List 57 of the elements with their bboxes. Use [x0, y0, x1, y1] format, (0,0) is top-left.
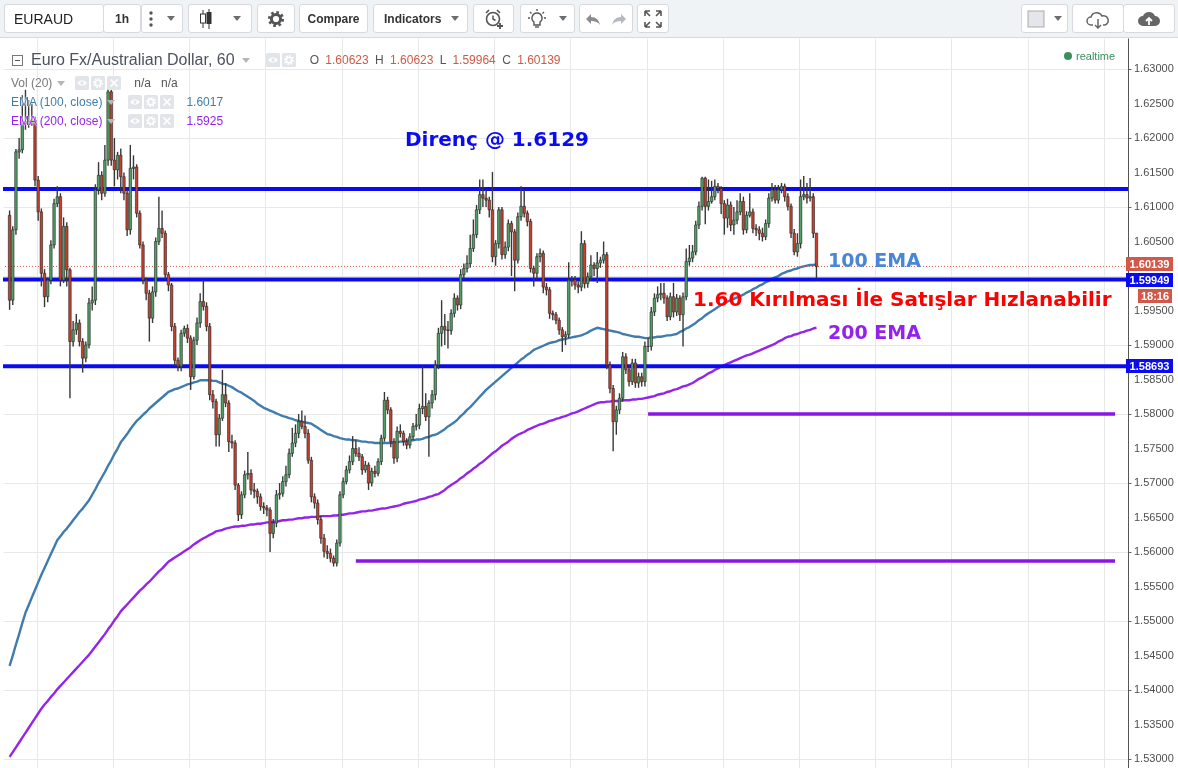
text: Compare	[299, 4, 368, 33]
candlestick	[776, 184, 780, 205]
y-tick-label: 1.57500	[1134, 441, 1174, 454]
annotation: 1.6017	[186, 95, 224, 109]
line-series	[8, 326, 818, 759]
text: Euro Fx/Australian Dollar, 60	[31, 51, 235, 69]
candlestick	[354, 439, 358, 458]
annotation: n/a	[134, 76, 152, 90]
ref-line-label: 1.60139	[1126, 256, 1173, 271]
candlestick	[595, 251, 599, 284]
y-tick-label: 1.59500	[1134, 303, 1174, 316]
ref-line-label: 1.59949	[1126, 272, 1173, 287]
y-tick-label: 1.53000	[1134, 752, 1174, 765]
candlestick	[481, 178, 485, 208]
text: 18:16	[1138, 288, 1172, 303]
candlestick	[713, 178, 717, 201]
candlestick	[671, 282, 676, 319]
candlestick	[370, 467, 374, 488]
y-tick-label: 1.60500	[1134, 234, 1174, 247]
y-tick-label: 1.58000	[1134, 407, 1174, 420]
y-tick-label: 1.57000	[1134, 476, 1174, 489]
annotation: Vol (20)	[11, 76, 53, 90]
y-tick-label: 1.53500	[1134, 717, 1174, 730]
text: EURAUD	[4, 4, 104, 33]
y-tick-label: 1.55000	[1134, 614, 1174, 627]
annotation: O 1.60623 H 1.60623 L 1.59964 C 1.60139	[309, 53, 561, 67]
text: Indicators	[373, 4, 468, 33]
y-tick-label: 1.63000	[1134, 62, 1174, 75]
y-tick-label: 1.62000	[1134, 131, 1174, 144]
annotation: n/a	[161, 76, 178, 90]
text: 1h	[103, 4, 141, 33]
candlestick	[630, 358, 634, 386]
annotation: realtime	[1076, 50, 1116, 62]
candlestick	[633, 358, 637, 389]
y-tick-label: 1.61500	[1134, 165, 1174, 178]
candlestick	[675, 293, 679, 317]
ref-line-label: Direnç @ 1.6129	[404, 127, 590, 152]
y-tick-label: 1.58500	[1134, 372, 1174, 385]
candlestick	[443, 313, 447, 346]
annotation: 100 EMA	[828, 249, 922, 271]
candlestick	[367, 461, 371, 491]
y-tick-label: 1.55500	[1134, 579, 1174, 592]
y-tick-label: 1.59000	[1134, 338, 1174, 351]
y-tick-label: 1.62500	[1134, 96, 1174, 109]
y-tick-label: 1.61000	[1134, 200, 1174, 213]
candlestick	[268, 506, 272, 553]
ref-line-label: 1.58693	[1126, 359, 1173, 374]
annotation: 200 EMA	[828, 321, 922, 343]
candlestick	[706, 178, 710, 212]
y-tick-label: 1.54500	[1134, 648, 1174, 661]
candlestick	[773, 184, 777, 205]
y-tick-label: 1.54000	[1134, 683, 1174, 696]
candlestick	[725, 198, 730, 229]
candlestick	[729, 200, 733, 232]
annotation: 1.5925	[186, 114, 224, 128]
y-tick-label: 1.56000	[1134, 545, 1174, 558]
y-tick-label: 1.56500	[1134, 510, 1174, 523]
